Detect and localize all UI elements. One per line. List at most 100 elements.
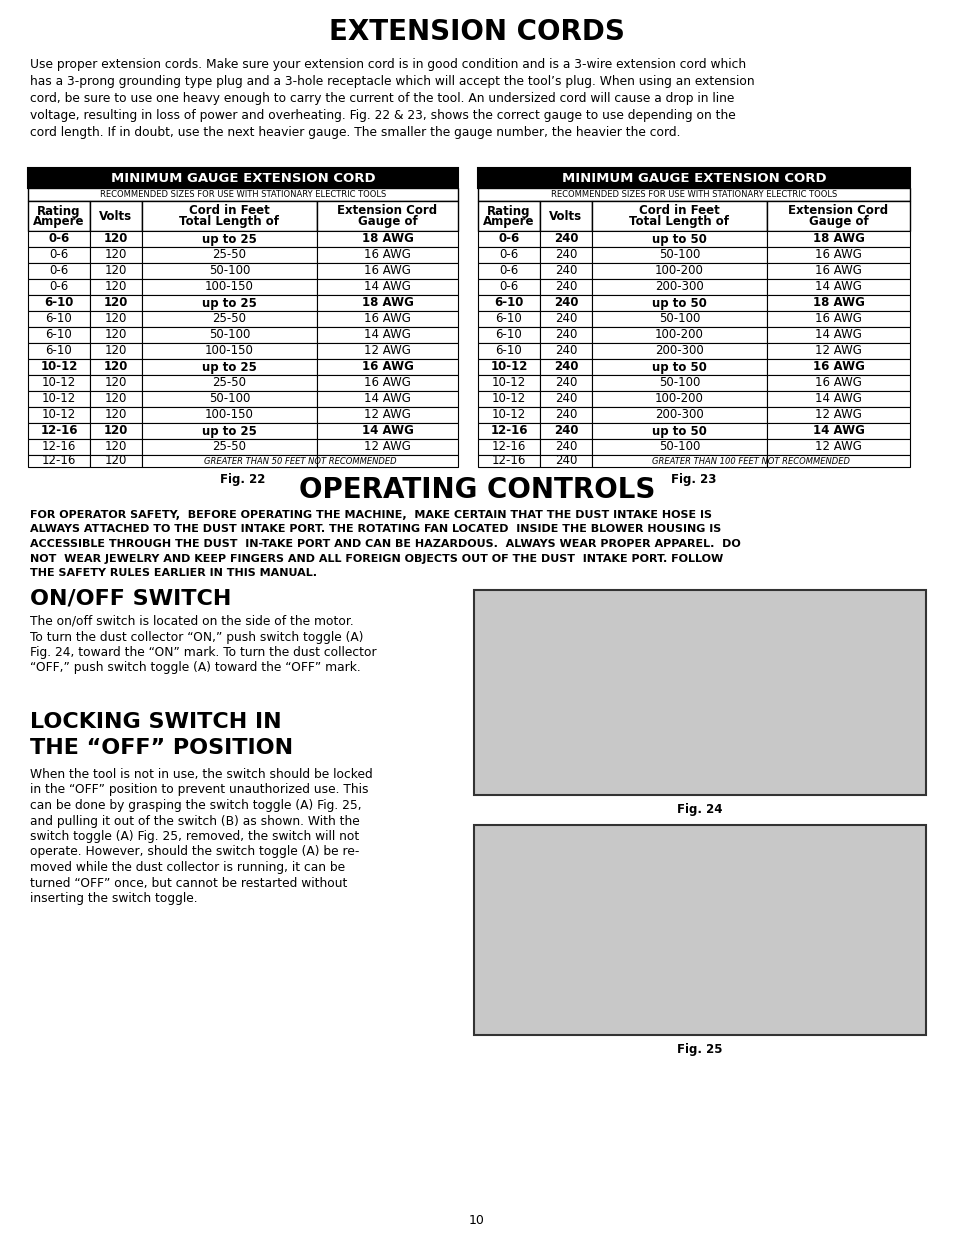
Bar <box>592 408 766 424</box>
Bar <box>142 359 316 375</box>
Bar <box>316 454 457 467</box>
Text: 25-50: 25-50 <box>213 312 246 326</box>
Text: 12-16: 12-16 <box>40 425 77 437</box>
Bar <box>477 295 539 311</box>
Bar <box>316 201 457 231</box>
Text: 120: 120 <box>105 454 127 468</box>
Text: 12 AWG: 12 AWG <box>364 441 411 453</box>
Text: 0-6: 0-6 <box>50 264 69 278</box>
Bar <box>90 311 142 327</box>
Bar <box>316 311 457 327</box>
Bar <box>28 327 90 343</box>
Bar <box>142 231 316 247</box>
Bar <box>28 311 90 327</box>
Text: 12-16: 12-16 <box>492 454 526 468</box>
Text: up to 50: up to 50 <box>652 425 706 437</box>
Text: 100-200: 100-200 <box>655 329 703 342</box>
Text: MINIMUM GAUGE EXTENSION CORD: MINIMUM GAUGE EXTENSION CORD <box>111 172 375 184</box>
Bar <box>90 247 142 263</box>
Text: 240: 240 <box>555 280 577 294</box>
Text: has a 3-prong grounding type plug and a 3-hole receptacle which will accept the : has a 3-prong grounding type plug and a … <box>30 75 754 88</box>
Text: 14 AWG: 14 AWG <box>364 393 411 405</box>
Bar <box>90 201 142 231</box>
Text: ACCESSIBLE THROUGH THE DUST  IN-TAKE PORT AND CAN BE HAZARDOUS.  ALWAYS WEAR PRO: ACCESSIBLE THROUGH THE DUST IN-TAKE PORT… <box>30 538 740 550</box>
Bar <box>477 391 539 408</box>
Bar <box>28 375 90 391</box>
Bar <box>90 375 142 391</box>
Bar <box>477 247 539 263</box>
Bar <box>28 391 90 408</box>
Text: 12 AWG: 12 AWG <box>364 409 411 421</box>
Text: cord length. If in doubt, use the next heavier gauge. The smaller the gauge numb: cord length. If in doubt, use the next h… <box>30 126 679 140</box>
Bar <box>766 231 909 247</box>
Bar <box>477 188 909 201</box>
Text: 6-10: 6-10 <box>496 312 522 326</box>
Text: 120: 120 <box>104 361 128 373</box>
Bar <box>142 408 316 424</box>
Text: 10-12: 10-12 <box>492 409 525 421</box>
Bar <box>766 327 909 343</box>
Bar <box>592 424 766 438</box>
Bar <box>28 295 90 311</box>
Bar <box>477 408 539 424</box>
Bar <box>592 391 766 408</box>
Text: 100-150: 100-150 <box>205 409 253 421</box>
Text: 25-50: 25-50 <box>213 248 246 262</box>
Bar <box>28 343 90 359</box>
Bar <box>539 247 592 263</box>
Text: 120: 120 <box>104 296 128 310</box>
Bar <box>474 825 925 1035</box>
Text: 240: 240 <box>553 232 578 246</box>
Text: 120: 120 <box>105 248 127 262</box>
Bar <box>592 327 766 343</box>
Text: EXTENSION CORDS: EXTENSION CORDS <box>329 19 624 46</box>
Bar <box>28 408 90 424</box>
Text: 16 AWG: 16 AWG <box>812 361 863 373</box>
Text: 120: 120 <box>105 345 127 357</box>
Text: 240: 240 <box>553 296 578 310</box>
Text: moved while the dust collector is running, it can be: moved while the dust collector is runnin… <box>30 861 345 874</box>
Bar <box>142 375 316 391</box>
Text: 12 AWG: 12 AWG <box>814 409 861 421</box>
Bar <box>766 279 909 295</box>
Bar <box>28 231 90 247</box>
Text: 6-10: 6-10 <box>46 329 72 342</box>
Text: The on/off switch is located on the side of the motor.: The on/off switch is located on the side… <box>30 615 354 629</box>
Text: Extension Cord: Extension Cord <box>787 205 887 217</box>
Text: 16 AWG: 16 AWG <box>814 377 861 389</box>
Bar <box>142 263 316 279</box>
Bar <box>477 201 539 231</box>
Bar <box>90 438 142 454</box>
Bar <box>477 424 539 438</box>
Text: 25-50: 25-50 <box>213 377 246 389</box>
Bar <box>592 263 766 279</box>
Text: 120: 120 <box>105 441 127 453</box>
Bar <box>142 424 316 438</box>
Text: Cord in Feet: Cord in Feet <box>189 205 270 217</box>
Bar <box>477 343 539 359</box>
Bar <box>592 295 766 311</box>
Text: 16 AWG: 16 AWG <box>364 248 411 262</box>
Text: 50-100: 50-100 <box>659 312 700 326</box>
Bar <box>28 201 90 231</box>
Bar <box>316 231 457 247</box>
Bar <box>28 263 90 279</box>
Text: turned “OFF” once, but cannot be restarted without: turned “OFF” once, but cannot be restart… <box>30 877 347 889</box>
Text: 25-50: 25-50 <box>213 441 246 453</box>
Text: 16 AWG: 16 AWG <box>364 264 411 278</box>
Text: up to 50: up to 50 <box>652 296 706 310</box>
Text: 120: 120 <box>105 280 127 294</box>
Text: in the “OFF” position to prevent unauthorized use. This: in the “OFF” position to prevent unautho… <box>30 783 368 797</box>
Bar <box>766 247 909 263</box>
Text: GREATER THAN 100 FEET NOT RECOMMENDED: GREATER THAN 100 FEET NOT RECOMMENDED <box>651 457 849 466</box>
Bar <box>539 295 592 311</box>
Text: 12-16: 12-16 <box>492 441 526 453</box>
Bar <box>90 279 142 295</box>
Bar <box>592 231 766 247</box>
Bar <box>477 168 909 188</box>
Bar <box>539 279 592 295</box>
Text: 6-10: 6-10 <box>496 345 522 357</box>
Bar <box>477 311 539 327</box>
Bar <box>766 359 909 375</box>
Bar <box>539 438 592 454</box>
